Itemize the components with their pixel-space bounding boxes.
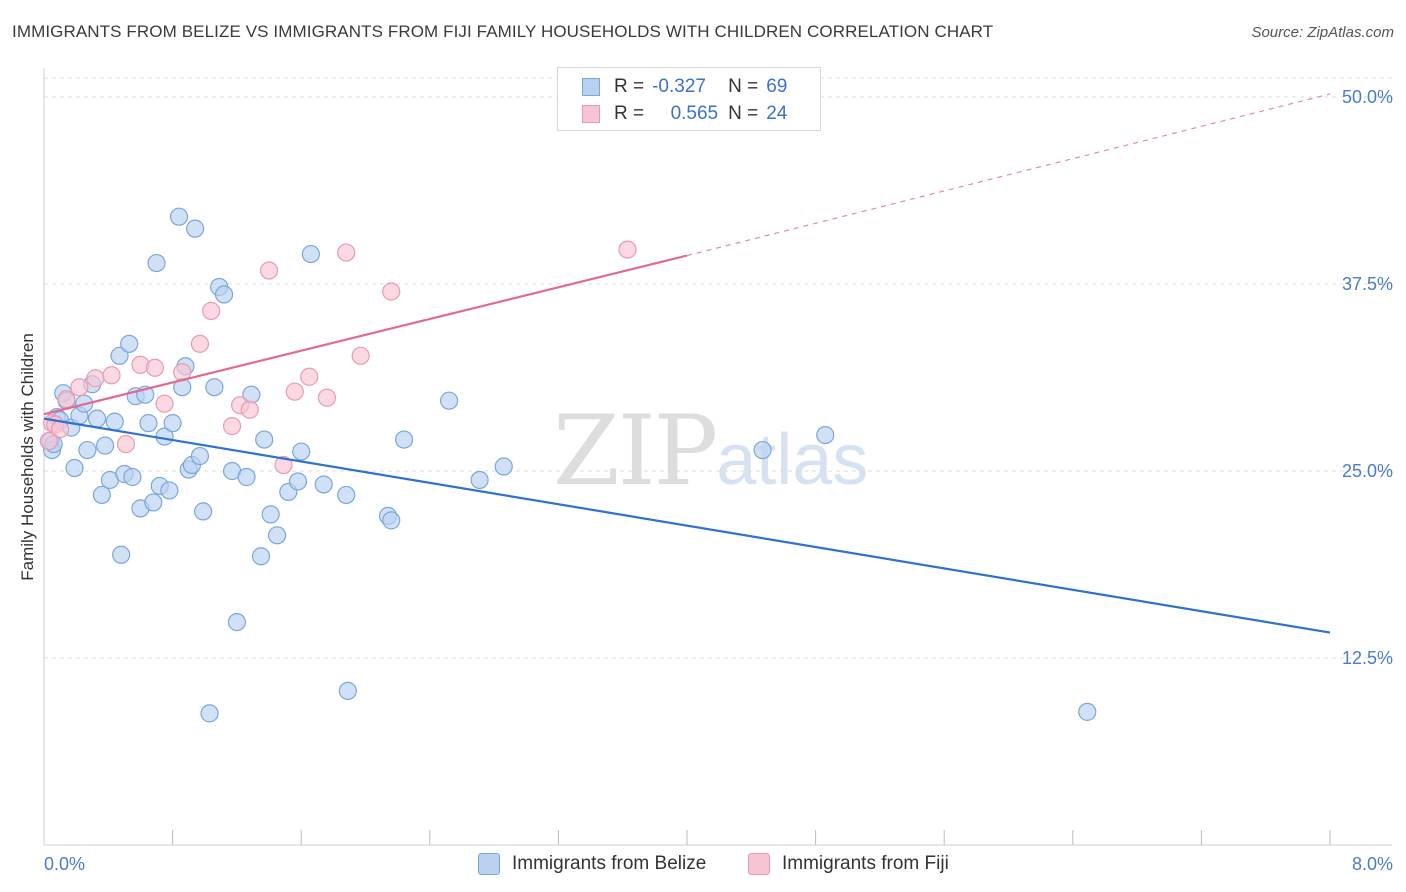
y-tick-label: 12.5% (1342, 648, 1393, 668)
fiji-point (618, 240, 637, 259)
fiji-trend-line (43, 254, 688, 416)
source-label: Source: ZipAtlas.com (1251, 24, 1394, 41)
fiji-point (240, 400, 259, 419)
belize-point (92, 485, 111, 505)
legend-r-label: R = (614, 103, 645, 124)
belize-point (112, 545, 131, 564)
legend-row-fiji: R = 0.565 N = 24 (582, 101, 787, 127)
belize-point (205, 378, 224, 397)
belize-point (301, 244, 320, 264)
fiji-point (300, 367, 319, 386)
fiji-point (70, 378, 89, 397)
bottom-legend-fiji-label: Immigrants from Fiji (782, 853, 949, 874)
fiji-point (145, 358, 165, 377)
belize-point (237, 467, 256, 487)
belize-point (95, 436, 115, 455)
legend-row-belize: R = -0.327 N = 69 (582, 74, 787, 100)
legend-n-label: N = (728, 103, 759, 124)
fiji-swatch-icon (582, 105, 600, 123)
belize-point (214, 285, 234, 304)
bottom-legend-fiji: Immigrants from Fiji (748, 851, 949, 877)
fiji-point (317, 388, 337, 407)
belize-point (394, 430, 414, 449)
legend-n-label: N = (728, 76, 759, 97)
belize-point (753, 440, 772, 460)
fiji-point (259, 261, 279, 280)
legend-n-value: 69 (766, 76, 788, 97)
fiji-legend-swatch-icon (748, 853, 770, 875)
fiji-point (57, 390, 76, 409)
fiji-point (86, 369, 105, 388)
watermark: ZIPatlas (553, 395, 868, 507)
fiji-point (285, 382, 304, 401)
belize-point (186, 219, 205, 238)
belize-point (194, 502, 213, 521)
belize-point (87, 409, 107, 428)
belize-point (200, 704, 219, 723)
fiji-point (222, 417, 242, 436)
belize-point (160, 481, 179, 500)
watermark-zip: ZIP (553, 395, 718, 507)
belize-point (144, 493, 163, 512)
belize-point (105, 412, 124, 431)
bottom-legend-belize-label: Immigrants from Belize (512, 853, 707, 874)
x-tick-label: 0.0% (44, 854, 85, 874)
legend-n-value: 24 (766, 103, 788, 124)
belize-point (470, 470, 489, 490)
belize-point (338, 681, 357, 701)
y-tick-label: 50.0% (1342, 87, 1393, 107)
belize-trend-line (43, 417, 1331, 634)
fiji-trend-line-extension (686, 93, 1331, 257)
belize-point (120, 334, 139, 353)
belize-point (816, 425, 835, 445)
belize-point (292, 442, 311, 461)
belize-point (123, 467, 142, 487)
belize-point (261, 505, 280, 524)
belize-point (382, 511, 401, 530)
fiji-point (155, 394, 174, 413)
fiji-point (39, 431, 58, 451)
legend-r-label: R = (614, 76, 645, 97)
y-tick-label: 37.5% (1342, 274, 1393, 294)
belize-point (494, 457, 513, 476)
belize-point (110, 346, 129, 365)
belize-point (288, 472, 308, 491)
fiji-point (102, 366, 121, 385)
chart-title: IMMIGRANTS FROM BELIZE VS IMMIGRANTS FRO… (12, 22, 994, 41)
watermark-atlas: atlas (716, 420, 869, 500)
legend-r-value: -0.327 (652, 76, 706, 97)
belize-point (78, 440, 97, 460)
belize-point (169, 207, 189, 226)
belize-swatch-icon (582, 78, 600, 96)
fiji-point (337, 243, 356, 262)
belize-point (65, 458, 84, 478)
fiji-point (382, 282, 401, 301)
fiji-point (351, 346, 370, 365)
y-tick-label: 25.0% (1342, 461, 1393, 481)
fiji-point (274, 455, 293, 475)
belize-point (439, 391, 459, 410)
belize-point (227, 612, 246, 632)
belize-point (314, 475, 333, 494)
belize-point (163, 414, 182, 433)
belize-point (267, 526, 287, 545)
belize-point (251, 547, 271, 566)
fiji-point (116, 434, 136, 454)
belize-point (255, 430, 274, 449)
belize-point (190, 446, 210, 466)
legend-r-value: 0.565 (670, 103, 719, 124)
x-tick-label: 8.0% (1352, 854, 1393, 874)
belize-point (1078, 702, 1097, 721)
fiji-point (202, 301, 221, 321)
bottom-legend-belize: Immigrants from Belize (478, 851, 706, 877)
belize-point (147, 253, 166, 273)
correlation-legend: R = -0.327 N = 69 R = 0.565 N = 24 (557, 67, 821, 131)
fiji-point (190, 334, 210, 353)
belize-point (139, 414, 158, 433)
belize-point (337, 485, 356, 505)
belize-legend-swatch-icon (478, 853, 500, 875)
